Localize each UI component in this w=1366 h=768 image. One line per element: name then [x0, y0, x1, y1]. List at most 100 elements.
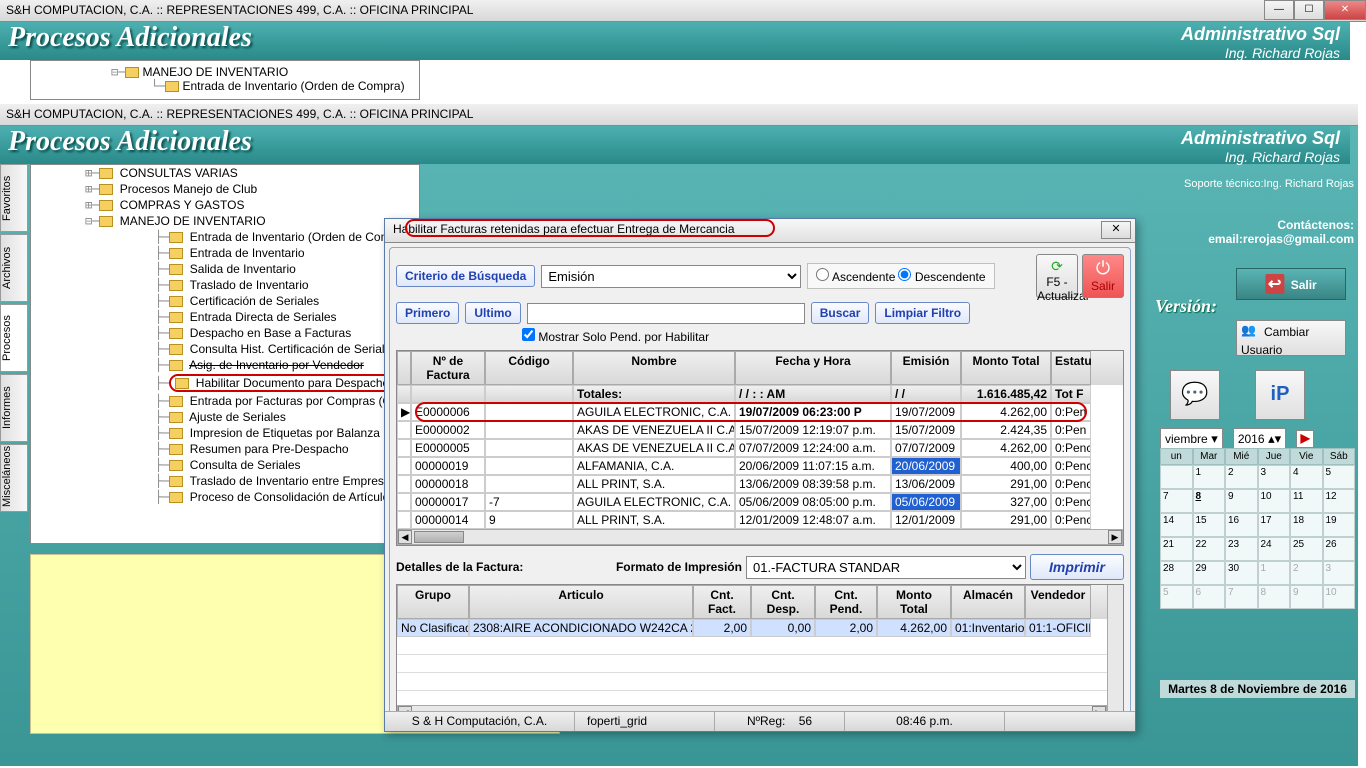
exit-button[interactable]: Salir: [1236, 268, 1346, 300]
primero-button[interactable]: Primero: [396, 302, 459, 324]
calendar-day[interactable]: 2: [1290, 561, 1323, 585]
calendar-day[interactable]: 1: [1258, 561, 1291, 585]
tree-item[interactable]: ├─ Impresion de Etiquetas por Balanza: [31, 425, 419, 441]
limpiar-button[interactable]: Limpiar Filtro: [875, 302, 970, 324]
pending-checkbox[interactable]: Mostrar Solo Pend. por Habilitar: [522, 330, 709, 344]
calendar-day[interactable]: 1: [1193, 465, 1226, 489]
tree-item[interactable]: ⊟─ MANEJO DE INVENTARIO: [31, 213, 419, 229]
tree-item[interactable]: ├─ Proceso de Consolidación de Artículos: [31, 489, 419, 505]
refresh-button[interactable]: ⟳F5 - Actualizar: [1036, 254, 1078, 298]
tree-item[interactable]: ├─ Asig. de Inventario por Vendedor: [31, 357, 419, 373]
month-select[interactable]: viembre ▾: [1160, 428, 1223, 450]
grid2-header[interactable]: Vendedor: [1025, 585, 1091, 619]
grid2-header[interactable]: Articulo: [469, 585, 693, 619]
tree-item[interactable]: ├─ Entrada por Facturas por Compras (Ord…: [31, 393, 419, 409]
change-user-button[interactable]: 👥Cambiar Usuario: [1236, 320, 1346, 356]
calendar-day[interactable]: 10: [1323, 585, 1356, 609]
calendar-day[interactable]: 22: [1193, 537, 1226, 561]
imprimir-button[interactable]: Imprimir: [1030, 554, 1124, 580]
grid2-header[interactable]: Almacén: [951, 585, 1025, 619]
calendar-day[interactable]: 7: [1225, 585, 1258, 609]
tree-item[interactable]: ⊞─ Procesos Manejo de Club: [31, 181, 419, 197]
calendar-day[interactable]: 5: [1160, 585, 1193, 609]
desc-radio[interactable]: Descendente: [898, 270, 985, 284]
tree-item[interactable]: ├─ Entrada Directa de Seriales: [31, 309, 419, 325]
tree-item[interactable]: ├─ Traslado de Inventario: [31, 277, 419, 293]
calendar-day[interactable]: 4: [1290, 465, 1323, 489]
dialog-titlebar[interactable]: Habilitar Facturas retenidas para efectu…: [385, 219, 1135, 243]
calendar-day[interactable]: 29: [1193, 561, 1226, 585]
calendar-next-arrow[interactable]: ▶: [1296, 430, 1314, 448]
grid-header[interactable]: Nº de Factura: [411, 351, 485, 385]
table-row[interactable]: E0000005AKAS DE VENEZUELA II C.A.07/07/2…: [397, 439, 1123, 457]
tree-item[interactable]: ⊞─ CONSULTAS VARIAS: [31, 165, 419, 181]
tree-item[interactable]: ├─ Salida de Inventario: [31, 261, 419, 277]
calendar-day[interactable]: 26: [1323, 537, 1356, 561]
side-tab-favoritos[interactable]: Favoritos: [0, 164, 28, 232]
tree-item[interactable]: ├─ Consulta Hist. Certificación de Seria…: [31, 341, 419, 357]
grid2-header[interactable]: Grupo: [397, 585, 469, 619]
close-button[interactable]: ✕: [1324, 0, 1366, 20]
calendar-day[interactable]: 6: [1193, 585, 1226, 609]
grid2-header[interactable]: Cnt. Pend.: [815, 585, 877, 619]
calendar-day[interactable]: 21: [1160, 537, 1193, 561]
table-row[interactable]: 00000019ALFAMANIA, C.A.20/06/2009 11:07:…: [397, 457, 1123, 475]
table-row[interactable]: 00000018ALL PRINT, S.A.13/06/2009 08:39:…: [397, 475, 1123, 493]
tree-item[interactable]: ├─ Habilitar Documento para Despacho: [31, 373, 419, 393]
calendar-day[interactable]: 23: [1225, 537, 1258, 561]
calendar-day[interactable]: 28: [1160, 561, 1193, 585]
calendar-day[interactable]: 16: [1225, 513, 1258, 537]
buscar-button[interactable]: Buscar: [811, 302, 870, 324]
calendar-day[interactable]: 8: [1258, 585, 1291, 609]
formato-select[interactable]: 01.-FACTURA STANDAR: [746, 556, 1026, 579]
tree-item[interactable]: ├─ Consulta de Seriales: [31, 457, 419, 473]
grid-header[interactable]: Monto Total: [961, 351, 1051, 385]
calendar-day[interactable]: 19: [1323, 513, 1356, 537]
side-tab-informes[interactable]: Informes: [0, 374, 28, 442]
grid1-hscroll[interactable]: ◀▶: [397, 529, 1123, 545]
calendar-day[interactable]: 25: [1290, 537, 1323, 561]
grid-header[interactable]: Código: [485, 351, 573, 385]
calendar-day[interactable]: [1160, 465, 1193, 489]
minimize-button[interactable]: —: [1264, 0, 1294, 20]
grid-header[interactable]: Emisión: [891, 351, 961, 385]
maximize-button[interactable]: ☐: [1294, 0, 1324, 20]
calendar-day[interactable]: 17: [1258, 513, 1291, 537]
ip-icon-button[interactable]: iP: [1255, 370, 1305, 420]
calendar-day[interactable]: 2: [1225, 465, 1258, 489]
calendar-day[interactable]: 12: [1323, 489, 1356, 513]
tree-item[interactable]: ├─ Certificación de Seriales: [31, 293, 419, 309]
calendar-day[interactable]: 9: [1290, 585, 1323, 609]
year-select[interactable]: 2016 ▴▾: [1233, 428, 1286, 450]
grid-header[interactable]: Fecha y Hora: [735, 351, 891, 385]
emision-select[interactable]: Emisión: [541, 265, 801, 288]
side-tab-misceláneos[interactable]: Misceláneos: [0, 444, 28, 512]
grid2-vscroll[interactable]: [1107, 585, 1123, 721]
table-row[interactable]: ▶E0000006AGUILA ELECTRONIC, C.A.19/07/20…: [397, 403, 1123, 421]
tree-item[interactable]: ├─ Entrada de Inventario: [31, 245, 419, 261]
calendar-day[interactable]: 8: [1193, 489, 1226, 513]
calendar-day[interactable]: 7: [1160, 489, 1193, 513]
ultimo-button[interactable]: Ultimo: [465, 302, 520, 324]
grid2-header[interactable]: Cnt. Desp.: [751, 585, 815, 619]
tree-item[interactable]: ⊞─ COMPRAS Y GASTOS: [31, 197, 419, 213]
side-tab-procesos[interactable]: Procesos: [0, 304, 28, 372]
calendar-day[interactable]: 10: [1258, 489, 1291, 513]
table-row[interactable]: No Clasificado2308:AIRE ACONDICIONADO W2…: [397, 619, 1123, 637]
calendar-day[interactable]: 11: [1290, 489, 1323, 513]
details-grid[interactable]: GrupoArticuloCnt. Fact.Cnt. Desp.Cnt. Pe…: [396, 584, 1124, 722]
calendar-day[interactable]: 3: [1323, 561, 1356, 585]
tree-item[interactable]: ├─ Despacho en Base a Facturas: [31, 325, 419, 341]
calendar-day[interactable]: 18: [1290, 513, 1323, 537]
criterio-button[interactable]: Criterio de Búsqueda: [396, 265, 535, 287]
asc-radio[interactable]: Ascendente: [816, 270, 895, 284]
dialog-close-button[interactable]: ✕: [1101, 221, 1131, 239]
calendar-day[interactable]: 14: [1160, 513, 1193, 537]
table-row[interactable]: E0000002AKAS DE VENEZUELA II C.A.15/07/2…: [397, 421, 1123, 439]
tree1-root[interactable]: MANEJO DE INVENTARIO: [142, 65, 288, 79]
calendar-day[interactable]: 3: [1258, 465, 1291, 489]
invoice-grid[interactable]: Nº de FacturaCódigoNombreFecha y HoraEmi…: [396, 350, 1124, 546]
calendar-day[interactable]: 15: [1193, 513, 1226, 537]
search-input[interactable]: [527, 303, 805, 324]
grid-header[interactable]: Nombre: [573, 351, 735, 385]
